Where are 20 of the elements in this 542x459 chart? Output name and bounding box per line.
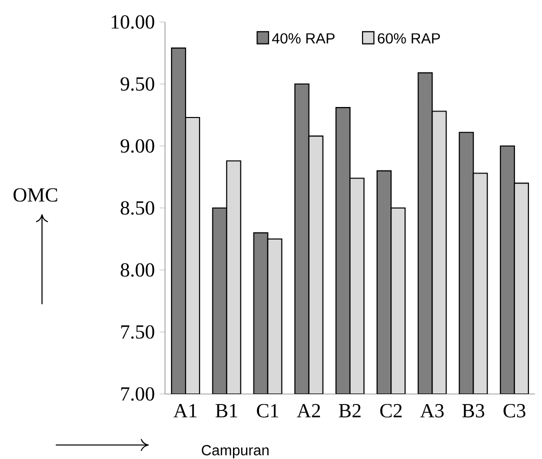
y-tick-label: 8.50 <box>120 201 154 215</box>
y-tick-label: 7.50 <box>121 325 154 339</box>
x-tick-label: A1 <box>174 404 197 418</box>
y-tick-label: 9.00 <box>120 139 154 153</box>
x-tick-label: C1 <box>256 404 278 418</box>
x-axis-title: Campuran <box>202 445 269 458</box>
x-tick-label: C3 <box>504 404 526 418</box>
x-tick-label: C2 <box>380 404 402 418</box>
y-axis-title: OMC <box>14 188 58 202</box>
y-tick-label: 10.00 <box>112 15 154 29</box>
x-tick-label: A2 <box>296 404 320 418</box>
y-tick-label: 8.00 <box>120 263 154 277</box>
y-tick-label: 9.50 <box>120 77 154 91</box>
y-tick-label: 7.00 <box>121 387 154 401</box>
x-tick-label: B3 <box>462 404 484 418</box>
legend-label: 60% RAP <box>378 33 440 44</box>
x-tick-label: A3 <box>420 404 444 418</box>
x-tick-label: B2 <box>338 404 361 418</box>
legend-label: 40% RAP <box>272 33 335 44</box>
x-tick-label: B1 <box>216 404 238 418</box>
